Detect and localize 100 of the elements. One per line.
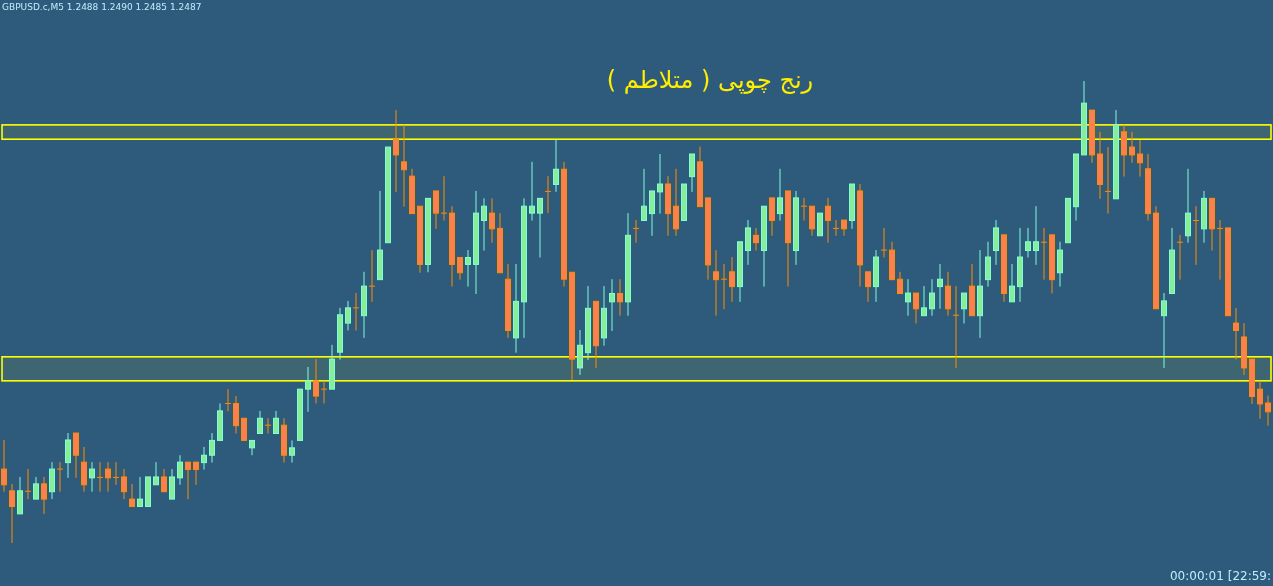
candlestick xyxy=(33,476,39,500)
candlestick xyxy=(137,476,143,507)
candlestick xyxy=(617,278,623,317)
candlestick xyxy=(832,219,840,237)
candlestick xyxy=(657,153,663,215)
candlestick xyxy=(929,278,935,317)
candlestick xyxy=(96,461,104,493)
candlestick xyxy=(1129,131,1135,164)
candlestick xyxy=(17,476,23,515)
candlestick xyxy=(745,219,751,266)
candlestick xyxy=(257,410,263,435)
candlestick xyxy=(273,410,279,435)
candlestick xyxy=(368,249,376,303)
candlestick xyxy=(9,483,15,544)
candlestick xyxy=(352,292,360,331)
candlestick xyxy=(641,168,647,222)
candlestick xyxy=(553,138,559,193)
candlestick xyxy=(481,197,487,252)
candlestick xyxy=(632,219,640,244)
candlestick xyxy=(121,468,127,500)
candlestick xyxy=(1,439,7,493)
candlestick xyxy=(1216,219,1224,281)
candlestick xyxy=(465,249,471,288)
candlestick xyxy=(1176,234,1184,281)
candlestick xyxy=(169,468,175,500)
candlestick xyxy=(905,278,911,317)
candlestick xyxy=(65,432,71,479)
candlestick xyxy=(112,461,120,486)
candlestick xyxy=(609,278,615,332)
candlestick xyxy=(865,271,871,303)
candlestick xyxy=(41,476,47,515)
candlestick xyxy=(1257,380,1263,420)
candlestick xyxy=(89,461,95,493)
candlestick xyxy=(241,417,247,441)
candlestick xyxy=(1121,124,1127,178)
candlestick xyxy=(313,358,319,404)
candlestick xyxy=(945,271,951,317)
candlestick xyxy=(809,205,815,237)
candlestick xyxy=(177,454,183,486)
candlestick xyxy=(56,461,64,493)
candlestick xyxy=(529,161,535,222)
candlestick xyxy=(24,468,32,500)
candlestick xyxy=(993,219,999,266)
candlestick xyxy=(249,439,255,456)
candlestick xyxy=(73,432,79,479)
candlestick xyxy=(720,263,728,310)
candlestick xyxy=(320,380,328,404)
candlestick xyxy=(880,227,888,258)
candlestick xyxy=(729,256,735,303)
candlestick xyxy=(224,388,232,412)
candlestick xyxy=(777,168,783,222)
candlestick xyxy=(921,285,927,317)
candlestick xyxy=(952,285,960,369)
candlestick xyxy=(161,468,167,493)
candlestick xyxy=(1009,263,1015,303)
candlestick xyxy=(649,190,655,237)
candlestick xyxy=(544,175,552,214)
candlestick xyxy=(1040,227,1048,281)
candlestick xyxy=(1025,227,1031,258)
candlestick xyxy=(817,212,823,237)
candlestick xyxy=(1161,292,1167,369)
candlestick xyxy=(440,175,448,222)
candlestick xyxy=(753,227,759,252)
candlestick xyxy=(49,461,55,500)
candlestick xyxy=(673,168,679,237)
candlestick xyxy=(185,461,191,500)
candlestick xyxy=(433,190,439,230)
candlestick xyxy=(201,446,207,471)
candlestick xyxy=(800,197,808,222)
candlestick xyxy=(1185,168,1191,244)
candlestick xyxy=(897,271,903,295)
candlestick xyxy=(209,432,215,464)
candlestick xyxy=(305,366,311,413)
candlestick xyxy=(264,417,272,435)
candlestick xyxy=(289,439,295,464)
candlestick xyxy=(1192,205,1200,266)
candlestick xyxy=(129,483,135,507)
candlestick xyxy=(577,329,583,376)
candlestick xyxy=(937,263,943,310)
candlestick xyxy=(153,461,159,486)
candlestick xyxy=(713,249,719,317)
candlestick xyxy=(193,461,199,486)
candlestick xyxy=(1057,241,1063,288)
candlestick xyxy=(1137,139,1143,178)
candlestick xyxy=(105,461,111,493)
candlestick xyxy=(985,241,991,288)
text: 00:00:01 [22:59: xyxy=(1169,569,1271,583)
candlestick xyxy=(345,300,351,331)
candlestick xyxy=(1033,205,1039,266)
candlestick xyxy=(769,197,775,237)
candlestick xyxy=(961,292,967,325)
candlestick xyxy=(1265,395,1271,427)
candlestick xyxy=(457,256,463,281)
candlestick xyxy=(1104,146,1112,215)
text: GBPUSD.c,M5 1.2488 1.2490 1.2485 1.2487 xyxy=(2,2,202,12)
candlestick xyxy=(401,124,407,208)
candlestick xyxy=(689,153,695,193)
candlestick xyxy=(393,109,399,193)
candlestick xyxy=(233,395,239,435)
candlestick xyxy=(537,197,543,258)
